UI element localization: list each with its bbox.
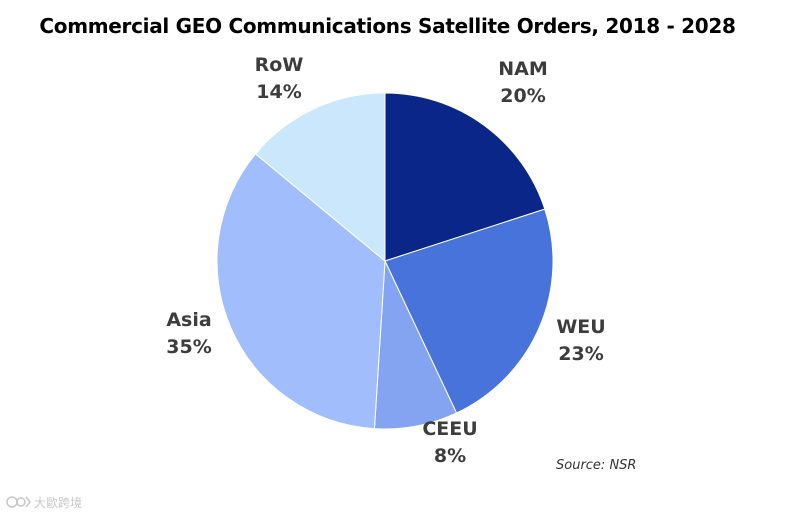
pie-slice-asia [216, 153, 386, 430]
slice-label-nam: NAM [498, 58, 548, 80]
slice-label-ceeu: CEEU [422, 418, 477, 440]
slice-value-nam: 20% [500, 85, 545, 107]
slice-value-ceeu: 8% [434, 445, 466, 467]
slice-value-row: 14% [256, 81, 301, 103]
chart-title: Commercial GEO Communications Satellite … [39, 14, 736, 38]
slice-value-asia: 35% [166, 336, 211, 358]
watermark-text: 大歐跨境 [34, 495, 83, 510]
pie-slices [216, 92, 554, 430]
pie-labels: NAM 20% WEU 23% CEEU 8% Asia 35% RoW 14% [166, 54, 605, 467]
pie-slice-row [254, 92, 386, 263]
slice-label-row: RoW [255, 54, 304, 76]
watermark: 大歐跨境 [6, 492, 82, 512]
slice-label-asia: Asia [166, 309, 211, 331]
slice-value-weu: 23% [558, 343, 603, 365]
slice-label-weu: WEU [556, 316, 605, 338]
watermark-logo-icon [6, 496, 31, 508]
pie-slice-weu [384, 208, 554, 414]
pie-slice-nam [384, 92, 546, 262]
source-note: Source: NSR [556, 458, 637, 473]
